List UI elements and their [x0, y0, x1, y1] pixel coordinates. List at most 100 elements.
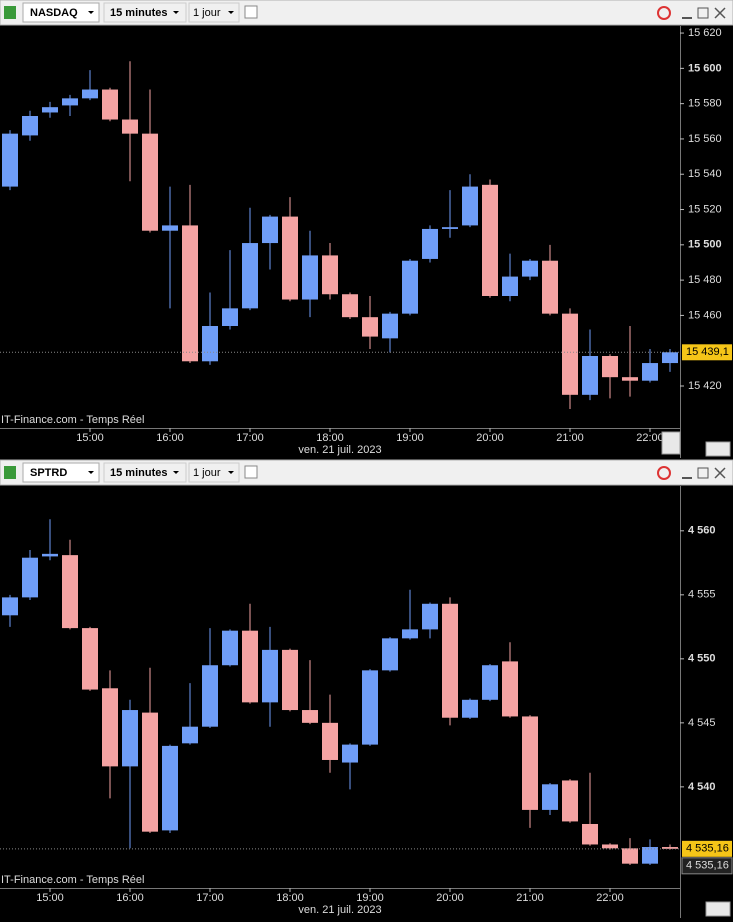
candle-body [182, 225, 198, 362]
symbol[interactable]: NASDAQ [30, 7, 78, 19]
candle-body [222, 630, 238, 666]
y-tick-label: 15 600 [688, 62, 722, 74]
candle-body [382, 638, 398, 671]
last-price-label: 15 439,1 [686, 346, 729, 358]
candle-body [542, 784, 558, 810]
x-tick-label: 19:00 [396, 432, 424, 444]
x-tick-label: 22:00 [596, 892, 624, 904]
dropdown-arrow [173, 471, 179, 474]
y-tick-label: 15 480 [688, 274, 722, 286]
maximize-button[interactable] [697, 7, 709, 19]
x-tick-label: 21:00 [556, 432, 584, 444]
last-price-label: 4 535,16 [686, 843, 729, 855]
close-button[interactable] [714, 467, 726, 479]
candle-body [202, 665, 218, 727]
candle-body [662, 352, 678, 364]
x-tick-label: 16:00 [156, 432, 184, 444]
refresh-button[interactable] [657, 6, 671, 20]
range[interactable]: 1 jour [193, 7, 221, 19]
candle-body [82, 628, 98, 690]
y-tick-label: 15 460 [688, 309, 722, 321]
x-tick-label: 15:00 [36, 892, 64, 904]
candle-body [482, 184, 498, 296]
interval[interactable]: 15 minutes [110, 467, 167, 479]
candle-body [622, 848, 638, 864]
candle-body [82, 89, 98, 99]
interval-box[interactable] [103, 462, 187, 483]
candle-body [602, 356, 618, 378]
x-tick-label: 15:00 [76, 432, 104, 444]
range-box[interactable] [188, 462, 240, 483]
candle-body [22, 116, 38, 136]
candle-body [322, 722, 338, 760]
candle-body [102, 688, 118, 767]
candle-body [282, 649, 298, 711]
candle-body [302, 255, 318, 300]
info-button[interactable] [244, 465, 258, 479]
info-button[interactable] [244, 5, 258, 19]
last-price-box [682, 840, 732, 857]
candle-body [402, 260, 418, 314]
y-tick-label: 4 550 [688, 653, 716, 665]
candle-body [622, 377, 638, 381]
refresh-button[interactable] [657, 466, 671, 480]
symbol-box[interactable] [22, 462, 100, 483]
close-button[interactable] [714, 7, 726, 19]
symbol[interactable]: SPTRD [30, 467, 67, 479]
candle-body [162, 745, 178, 831]
y-tick-label: 15 420 [688, 380, 722, 392]
candle-body [2, 597, 18, 616]
dropdown-arrow [228, 471, 234, 474]
x-tick-label: 20:00 [476, 432, 504, 444]
symbol-box[interactable] [22, 2, 100, 23]
candle-body [162, 225, 178, 231]
x-tick-label: 16:00 [116, 892, 144, 904]
interval[interactable]: 15 minutes [110, 7, 167, 19]
candle-body [462, 699, 478, 718]
y-tick-label: 15 580 [688, 98, 722, 110]
candle-body [242, 243, 258, 309]
candle-body [502, 661, 518, 717]
range[interactable]: 1 jour [193, 467, 221, 479]
panel-button[interactable] [705, 441, 731, 457]
last-price-box [682, 344, 732, 361]
x-tick-label: 18:00 [276, 892, 304, 904]
scroll-button[interactable] [661, 431, 681, 455]
interval-box[interactable] [103, 2, 187, 23]
candle-body [442, 227, 458, 229]
x-tick-label: 19:00 [356, 892, 384, 904]
x-tick-label: 18:00 [316, 432, 344, 444]
candle-body [382, 313, 398, 339]
chart-icon[interactable] [4, 6, 16, 19]
candle-body [122, 119, 138, 134]
y-tick-label: 4 555 [688, 589, 716, 601]
y-tick-label: 4 560 [688, 525, 716, 537]
panel-button[interactable] [705, 901, 731, 917]
candle-body [2, 133, 18, 187]
candle-body [342, 744, 358, 763]
y-tick-label: 15 620 [688, 27, 722, 39]
candle-body [42, 107, 58, 113]
candle-body [422, 603, 438, 630]
source-label: IT-Finance.com - Temps Réel [1, 874, 144, 886]
candle-body [42, 553, 58, 557]
candle-body [422, 228, 438, 259]
dropdown-arrow [88, 471, 94, 474]
candle-body [182, 726, 198, 744]
x-tick-label: 17:00 [196, 892, 224, 904]
y-tick-label: 4 540 [688, 781, 716, 793]
maximize-button[interactable] [697, 467, 709, 479]
candle-body [362, 317, 378, 337]
candle-body [642, 847, 658, 864]
candle-body [602, 844, 618, 849]
chart-icon[interactable] [4, 466, 16, 479]
candle-body [582, 356, 598, 395]
range-box[interactable] [188, 2, 240, 23]
candle-body [322, 255, 338, 295]
candle-body [662, 847, 678, 849]
candle-body [522, 260, 538, 277]
candle-body [642, 363, 658, 381]
y-tick-label: 15 540 [688, 168, 722, 180]
candle-body [142, 712, 158, 832]
